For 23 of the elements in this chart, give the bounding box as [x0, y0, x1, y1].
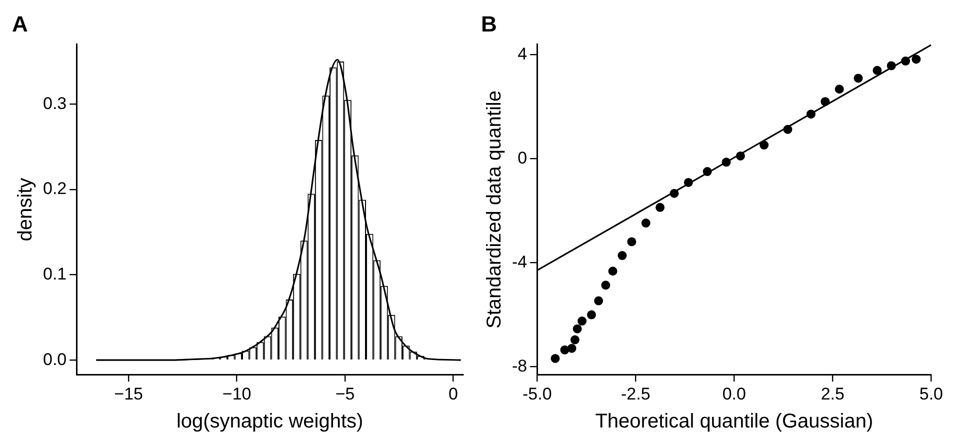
chart-title: A: [12, 11, 28, 36]
y-tick-label: 0: [518, 148, 528, 168]
y-tick-label: -4: [512, 252, 528, 272]
y-tick-label: 0.0: [42, 350, 67, 369]
y-axis-title: density: [14, 178, 37, 242]
y-tick-label: -8: [512, 356, 528, 376]
y-axis-title: Standardized data quantile: [484, 90, 506, 328]
x-tick-label: 5.0: [919, 384, 944, 404]
x-tick-label: 0.0: [722, 384, 746, 404]
x-tick-label: 0: [448, 384, 458, 404]
y-tick-label: 4: [518, 44, 528, 64]
x-tick-label: −15: [114, 384, 144, 404]
x-tick-label: −10: [222, 384, 252, 404]
x-axis-title: log(synaptic weights): [176, 410, 364, 433]
y-tick-label: 0.1: [42, 264, 67, 284]
x-axis-title: Theoretical quantile (Gaussian): [595, 410, 874, 433]
x-tick-label: -2.5: [620, 384, 650, 404]
x-tick-label: -5.0: [522, 384, 552, 404]
y-tick-label: 0.3: [42, 94, 67, 113]
y-tick-label: 0.2: [42, 179, 67, 198]
x-tick-label: −5: [335, 384, 355, 404]
chart-title: B: [481, 11, 497, 36]
x-tick-label: 2.5: [820, 384, 844, 404]
